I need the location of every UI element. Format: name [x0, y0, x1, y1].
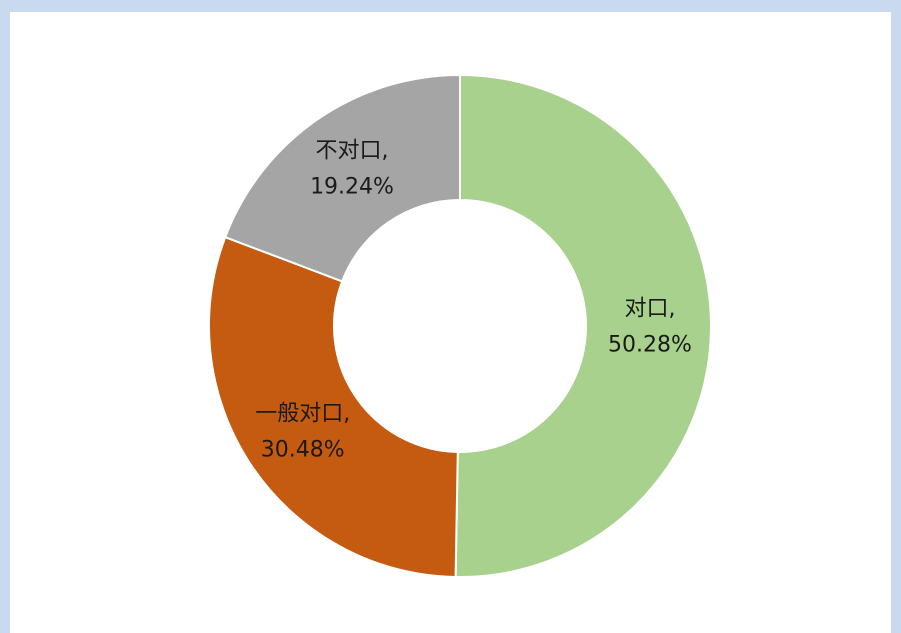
slice-value-label: 30.48% [261, 438, 345, 463]
slice [207, 235, 459, 578]
slice-category-label: 不对口, [316, 139, 389, 164]
slice-category-label: 一般对口, [255, 402, 350, 427]
slice-category-label: 对口, [624, 297, 675, 322]
slice-value-label: 19.24% [310, 175, 394, 200]
slice [454, 73, 712, 578]
slice [223, 73, 461, 283]
slice-value-label: 50.28% [608, 333, 692, 358]
